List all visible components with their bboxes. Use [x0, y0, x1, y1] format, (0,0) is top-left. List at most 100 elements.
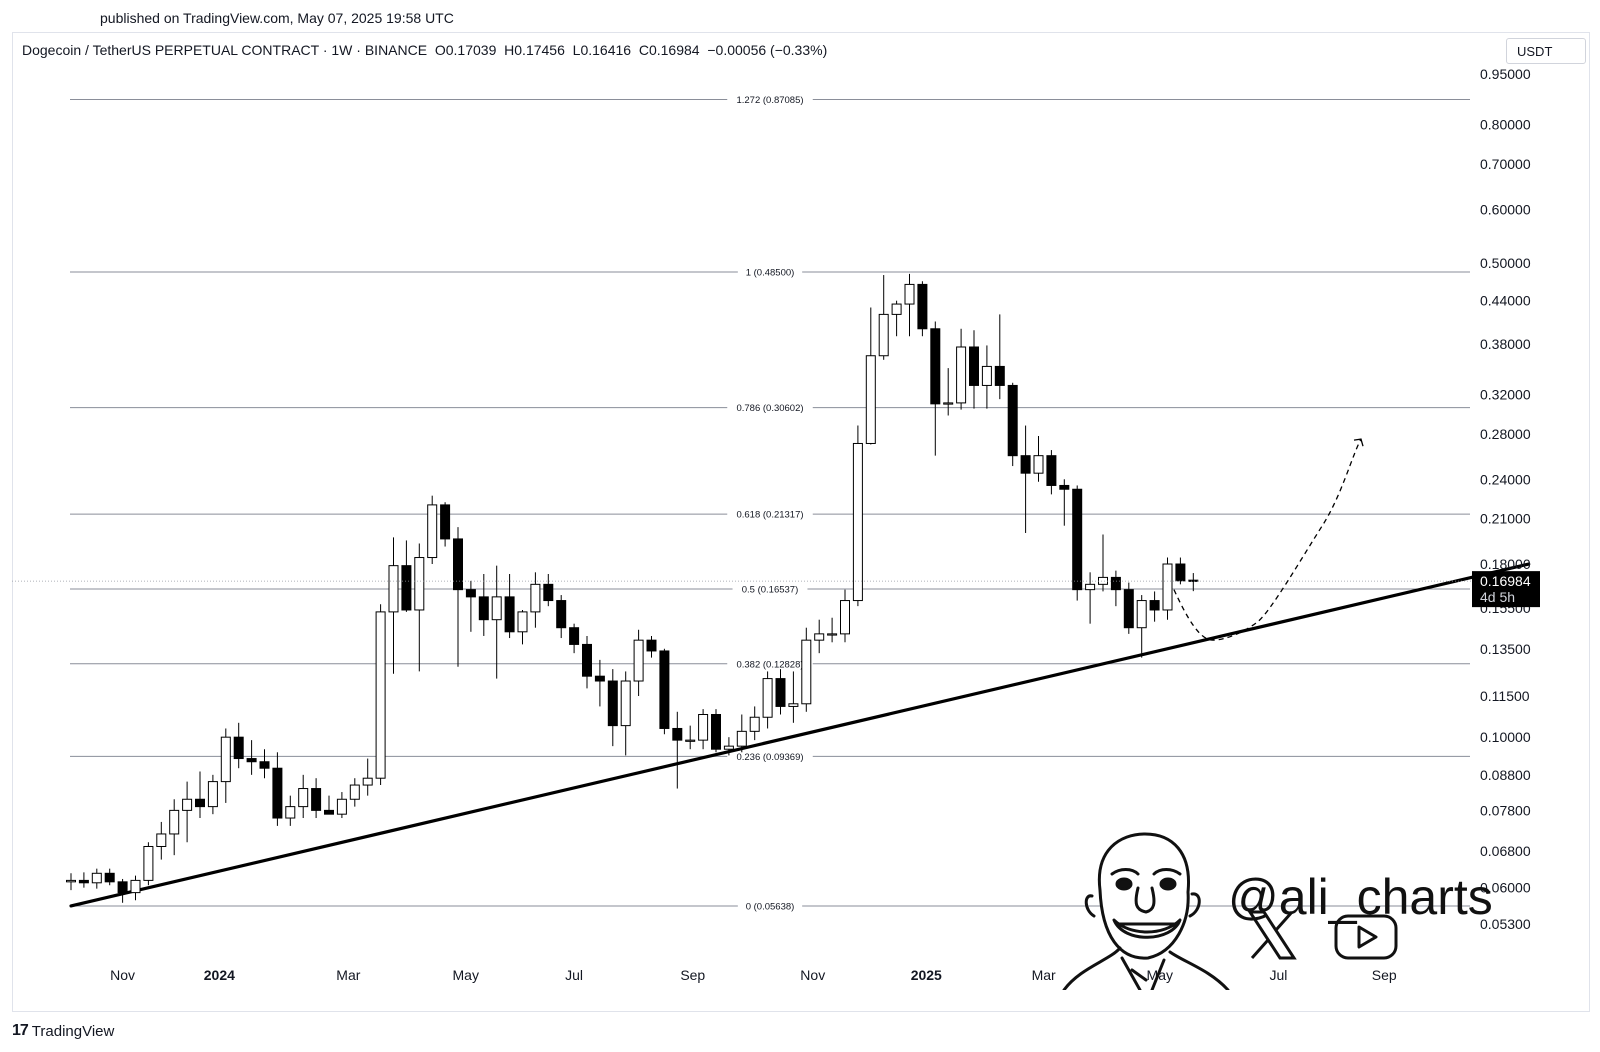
- published-note: published on TradingView.com, May 07, 20…: [100, 10, 454, 26]
- candle-body: [775, 678, 786, 707]
- candle: [556, 595, 567, 639]
- candle: [762, 671, 773, 729]
- candle: [285, 795, 296, 826]
- y-tick-label: 0.08800: [1480, 767, 1531, 783]
- candle-body: [840, 600, 850, 635]
- candle: [298, 774, 309, 819]
- candle: [981, 345, 992, 409]
- x-tick-label: Sep: [680, 967, 705, 983]
- candle-body: [543, 583, 554, 602]
- candle: [620, 671, 631, 756]
- candle: [117, 878, 128, 903]
- candle: [1110, 570, 1121, 607]
- fib-label-bg-0: [727, 93, 813, 106]
- candle: [104, 868, 115, 886]
- support-trendline: [69, 562, 1531, 908]
- y-tick-label: 0.80000: [1480, 117, 1531, 133]
- candle-body: [981, 365, 992, 386]
- y-tick-label: 0.32000: [1480, 387, 1531, 403]
- candle: [1098, 534, 1108, 592]
- candle: [723, 737, 734, 756]
- candle-body: [440, 504, 451, 540]
- last-price-value: 0.16984: [1480, 573, 1531, 589]
- candle-body: [427, 504, 438, 559]
- y-tick-label: 0.06000: [1480, 880, 1531, 896]
- candle-body: [91, 872, 102, 884]
- candle: [633, 629, 644, 697]
- fib-label-bg-5: [727, 657, 813, 670]
- candle: [994, 314, 1005, 400]
- candle-body: [1072, 488, 1083, 591]
- high-label: H: [504, 42, 515, 58]
- candle: [1123, 582, 1134, 634]
- y-tick-label: 0.95000: [1480, 66, 1531, 82]
- y-tick-label: 0.70000: [1480, 156, 1531, 172]
- candle: [1149, 591, 1160, 622]
- candle: [1072, 485, 1083, 601]
- candle-body: [491, 596, 502, 621]
- candle: [607, 669, 618, 747]
- candle: [259, 749, 270, 779]
- candle-body: [1188, 579, 1199, 582]
- fib-label-bg-3: [727, 508, 813, 521]
- candle: [427, 495, 438, 565]
- low-value: 0.16416: [580, 42, 632, 58]
- symbol-title[interactable]: Dogecoin / TetherUS PERPETUAL CONTRACT ·…: [22, 42, 428, 58]
- candle-body: [852, 442, 863, 602]
- x-tick-label: Nov: [110, 967, 135, 983]
- change-value: −0.00056 (−0.33%): [707, 42, 828, 58]
- candle: [465, 580, 476, 632]
- candle-body: [1059, 484, 1070, 490]
- x-tick-label: Jul: [1269, 967, 1287, 983]
- fib-levels: 1.272 (0.87085) 1 (0.48500) 0.786 (0.30602…: [70, 93, 1470, 913]
- candle-body: [1175, 563, 1186, 582]
- chart-frame: [12, 32, 1590, 1012]
- candle: [1020, 425, 1031, 533]
- trendline-layer: [69, 562, 1531, 908]
- candle: [788, 671, 799, 723]
- y-tick-label: 0.11500: [1480, 688, 1530, 704]
- candle: [169, 799, 180, 856]
- y-tick-label: 0.10000: [1480, 729, 1531, 745]
- fib-label-4: 0.5 (0.16537): [742, 584, 799, 595]
- avatar-caricature: [1062, 832, 1230, 992]
- candle: [956, 328, 967, 410]
- candle-body: [827, 633, 838, 636]
- candle-body: [904, 283, 915, 305]
- candle: [659, 648, 670, 735]
- candle-body: [878, 313, 889, 357]
- candle: [969, 330, 979, 409]
- candle: [143, 842, 154, 886]
- candle-body: [865, 355, 876, 444]
- candle-body: [646, 639, 657, 652]
- candle-body: [465, 589, 476, 598]
- candle-body: [556, 600, 567, 629]
- projection-arrowhead: [1353, 438, 1364, 447]
- candle-body: [143, 845, 154, 881]
- candle: [1136, 595, 1147, 658]
- candle: [453, 527, 463, 667]
- candle-body: [1033, 455, 1044, 474]
- candle-body: [1149, 600, 1160, 611]
- candle: [1007, 382, 1018, 467]
- youtube-icon: [1334, 914, 1398, 960]
- fib-label-bg-7: [737, 900, 803, 912]
- tradingview-footer[interactable]: 17 TradingView: [12, 1022, 114, 1040]
- candle-body: [891, 303, 902, 315]
- candle-body: [169, 809, 180, 835]
- candle-body: [1098, 576, 1108, 585]
- y-tick-label: 0.05300: [1480, 916, 1531, 932]
- currency-selector[interactable]: USDT: [1506, 38, 1586, 64]
- y-tick-label: 0.44000: [1480, 293, 1531, 309]
- candle-body: [1046, 455, 1057, 486]
- candle-body: [66, 879, 76, 883]
- candle-body: [994, 365, 1005, 386]
- fib-label-3: 0.618 (0.21317): [736, 510, 803, 521]
- candle-body: [607, 680, 618, 727]
- candle: [388, 537, 399, 674]
- candle: [672, 711, 683, 789]
- fib-label-bg-4: [732, 582, 808, 595]
- candle: [246, 740, 257, 775]
